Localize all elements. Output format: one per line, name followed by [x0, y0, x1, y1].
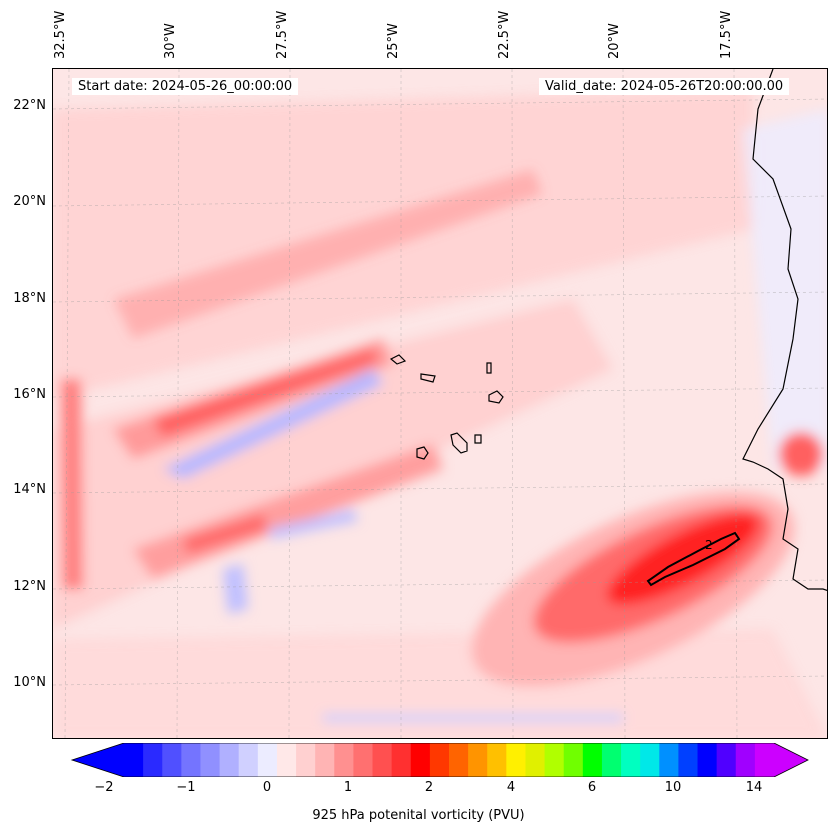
colorbar-cell: [200, 743, 221, 777]
valid-date-label: Valid_date: 2024-05-26T20:00:00.00: [539, 78, 790, 95]
lon-label-30w: 30°W: [163, 23, 178, 59]
colorbar-cell: [678, 743, 699, 777]
island-santo-antao: [389, 354, 407, 365]
colorbar-cell: [257, 743, 278, 777]
colorbar-cell: [334, 743, 354, 777]
colorbar-extend-min: [72, 743, 124, 777]
colorbar-cell: [601, 743, 622, 777]
colorbar-cell: [296, 743, 316, 777]
colorbar-cell: [487, 743, 507, 777]
colorbar-tick-1: 1: [343, 780, 353, 795]
lon-label-17.5w: 17.5°W: [719, 10, 734, 59]
colorbar-tick-0: 0: [262, 780, 272, 795]
lat-label-20n: 20°N: [13, 194, 46, 209]
contour-label: 2: [705, 538, 713, 552]
lon-label-25w: 25°W: [386, 23, 401, 59]
colorbar-outline: [70, 743, 809, 777]
graticule: [53, 69, 827, 738]
colorbar-label: 925 hPa potenital vorticity (PVU): [312, 808, 525, 823]
colorbar-cell: [525, 743, 546, 777]
colorbar-cell: [181, 743, 201, 777]
lat-label-12n: 12°N: [13, 579, 46, 594]
lon-label-22.5w: 22.5°W: [497, 10, 512, 59]
colorbar-tick-2: 2: [424, 780, 434, 795]
colorbar-extend-max: [774, 743, 808, 777]
pv-shading: [53, 89, 827, 738]
colorbar-tick-10: 10: [664, 780, 682, 795]
lon-label-20w: 20°W: [607, 23, 622, 59]
colorbar-cell: [506, 743, 526, 777]
colorbar-tick-4: 4: [506, 780, 516, 795]
lat-label-18n: 18°N: [13, 291, 46, 306]
colorbar-cell: [716, 743, 737, 777]
colorbar-cell: [621, 743, 641, 777]
colorbar-cell: [697, 743, 718, 777]
colorbar-cell: [468, 743, 488, 777]
colorbar-cell: [449, 743, 469, 777]
island-maio: [474, 434, 482, 444]
map-panel: 2: [52, 68, 828, 739]
lat-label-14n: 14°N: [13, 482, 46, 497]
colorbar-tick-6: 6: [587, 780, 597, 795]
lon-label-27.5w: 27.5°W: [275, 10, 290, 59]
pv-2-contour: [646, 531, 741, 587]
lon-label-32.5w: 32.5°W: [53, 10, 68, 59]
colorbar-tick--1: −1: [176, 780, 196, 795]
colorbar-cell: [353, 743, 374, 777]
colorbar-cell: [544, 743, 565, 777]
colorbar-cell: [276, 743, 297, 777]
colorbar-cell: [124, 743, 144, 777]
colorbar-cell: [563, 743, 584, 777]
pv-field-map: 2: [53, 69, 827, 738]
colorbar-cell: [238, 743, 259, 777]
colorbar-tick-14: 14: [745, 780, 763, 795]
colorbar: [70, 743, 809, 777]
island-sao-nicolau: [420, 373, 436, 383]
colorbar-tick--2: −2: [94, 780, 114, 795]
colorbar-cell: [162, 743, 182, 777]
colorbar-cell: [391, 743, 412, 777]
island-santiago: [450, 432, 468, 454]
colorbar-cell: [582, 743, 603, 777]
island-boa-vista: [488, 390, 504, 404]
colorbar-cell: [735, 743, 756, 777]
lat-label-10n: 10°N: [13, 675, 46, 690]
lat-label-16n: 16°N: [13, 387, 46, 402]
colorbar-cell: [372, 743, 393, 777]
island-sal: [486, 362, 492, 374]
colorbar-cell: [640, 743, 660, 777]
colorbar-cell: [143, 743, 163, 777]
lat-label-22n: 22°N: [13, 98, 46, 113]
island-fogo: [416, 446, 429, 460]
colorbar-cell: [219, 743, 240, 777]
africa-coastline: [742, 69, 827, 591]
colorbar-cell: [429, 743, 450, 777]
colorbar-cell: [754, 743, 775, 777]
colorbar-cell: [410, 743, 431, 777]
colorbar-cell: [659, 743, 679, 777]
colorbar-cell: [315, 743, 335, 777]
start-date-label: Start date: 2024-05-26_00:00:00: [72, 78, 299, 95]
